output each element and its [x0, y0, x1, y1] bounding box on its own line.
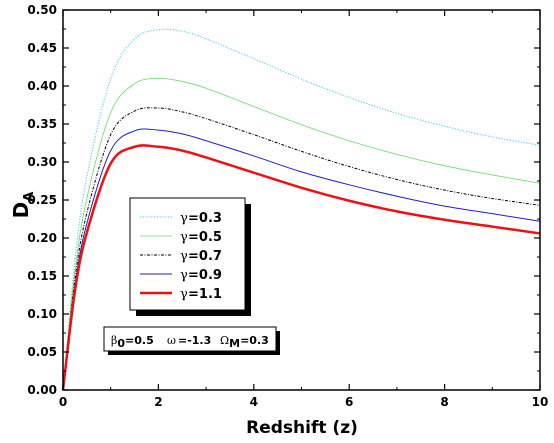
y-tick-label: 0.15: [27, 269, 57, 283]
legend-label-1: =0.3: [188, 211, 222, 226]
annotation-text: β0=0.5 ω =-1.3 ΩM=0.3: [111, 329, 269, 350]
y-axis-label: DA: [9, 192, 37, 219]
y-axis-label-sub: A: [22, 192, 37, 202]
Omega-value: =0.3: [240, 334, 269, 347]
omega-symbol: ω: [167, 334, 176, 347]
y-tick-label: 0.00: [27, 383, 57, 397]
x-tick-label: 6: [345, 395, 353, 409]
legend-symbol-2: γ: [180, 230, 188, 245]
legend-symbol-5: γ: [180, 287, 188, 302]
legend-symbol-3: γ: [180, 249, 188, 264]
legend-label-5: =1.1: [188, 287, 222, 302]
omega-value: =-1.3: [178, 334, 211, 347]
x-tick-label: 2: [154, 395, 162, 409]
legend-label-2: =0.5: [188, 230, 222, 245]
y-tick-label: 0.30: [27, 155, 57, 169]
y-tick-label: 0.10: [27, 307, 57, 321]
series-line-2: [62, 77, 541, 391]
series-line-3: [62, 107, 541, 391]
annotation-box: [103, 326, 277, 352]
curves-group: [61, 28, 541, 391]
legend: γ =0.3γ =0.5γ =0.7γ =0.9γ =1.1: [129, 197, 251, 316]
x-tick-label: 8: [440, 395, 448, 409]
series-line-5: [61, 144, 541, 391]
x-tick-label: 4: [250, 395, 258, 409]
beta-symbol: β: [111, 334, 117, 347]
y-tick-label: 0.05: [27, 345, 57, 359]
y-tick-label: 0.40: [27, 79, 57, 93]
legend-items: γ =0.3γ =0.5γ =0.7γ =0.9γ =1.1: [140, 211, 222, 302]
y-tick-label: 0.20: [27, 231, 57, 245]
y-tick-label: 0.25: [27, 193, 57, 207]
x-tick-label: 0: [59, 395, 67, 409]
beta-value: =0.5: [125, 334, 154, 347]
y-tick-label: 0.35: [27, 117, 57, 131]
Omega-symbol: Ω: [220, 334, 229, 347]
x-axis-label: Redshift (z): [246, 418, 358, 438]
legend-label-4: =0.9: [188, 268, 222, 283]
y-tick-label: 0.50: [27, 3, 57, 17]
series-line-4: [62, 128, 541, 391]
ticks-group: 0 2 4 6 8 10 0.00 0.05 0.10 0.15 0.20 0.25 0.30 0.35 0…: [27, 3, 548, 409]
legend-symbol-4: γ: [180, 268, 188, 283]
y-tick-label: 0.45: [27, 41, 57, 55]
x-tick-label: 10: [532, 395, 549, 409]
Omega-subscript: M: [229, 337, 240, 350]
legend-symbol-1: γ: [180, 211, 188, 226]
beta-subscript: 0: [117, 337, 125, 350]
legend-label-3: =0.7: [188, 249, 222, 264]
y-axis-label-main: D: [9, 202, 33, 219]
parameter-annotation: β0=0.5 ω =-1.3 ΩM=0.3: [103, 326, 280, 355]
